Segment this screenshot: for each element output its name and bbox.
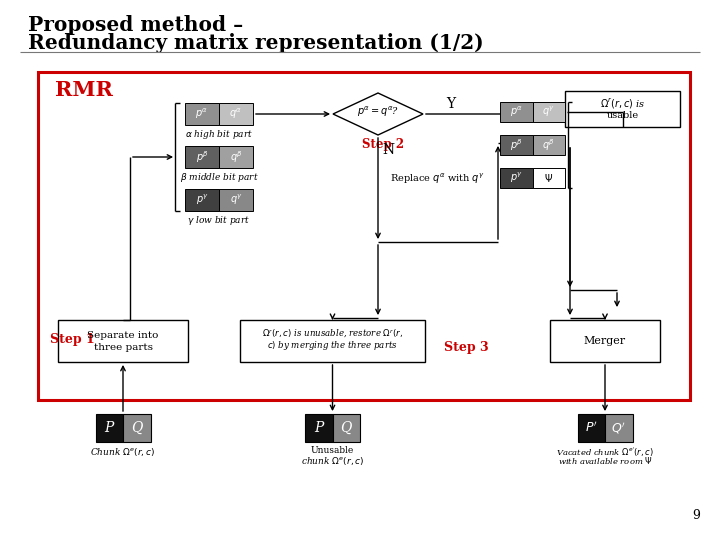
Bar [96,414,123,442]
Polygon shape [333,93,423,135]
Text: $\Omega^r(r, c)$ is unusable, restore $\Omega^r(r,$: $\Omega^r(r, c)$ is unusable, restore $\… [262,328,403,340]
Text: Y: Y [446,97,456,111]
Text: Merger: Merger [584,336,626,346]
Text: Chunk $\Omega^e(r, c)$: Chunk $\Omega^e(r, c)$ [91,446,156,458]
Text: $c)$ by merging the three parts: $c)$ by merging the three parts [267,340,398,353]
Text: $\Omega^r(r, c)$ is: $\Omega^r(r, c)$ is [600,97,645,111]
Text: usable: usable [606,111,639,119]
Text: $Q'$: $Q'$ [611,420,626,436]
Bar [219,146,253,168]
Text: Replace $q^{\alpha}$ with $q^{\gamma}$: Replace $q^{\alpha}$ with $q^{\gamma}$ [390,171,485,186]
Text: $p^{\alpha}=q^{\alpha}$?: $p^{\alpha}=q^{\alpha}$? [357,105,399,119]
Text: Redundancy matrix representation (1/2): Redundancy matrix representation (1/2) [28,33,484,53]
Bar [185,189,219,211]
Text: Proposed method –: Proposed method – [28,15,243,35]
Text: $p^{\beta}$: $p^{\beta}$ [510,137,523,153]
Bar [240,320,425,362]
Text: Q: Q [341,421,352,435]
Text: $\Psi$: $\Psi$ [544,172,553,184]
Text: Step 2: Step 2 [362,138,404,151]
Bar [533,135,565,155]
Text: Q: Q [131,421,143,435]
Text: $P'$: $P'$ [585,421,598,435]
Text: $q^{\gamma}$: $q^{\gamma}$ [542,105,555,119]
Text: $\beta$ middle bit part: $\beta$ middle bit part [179,171,258,184]
Text: RMR: RMR [55,80,113,100]
Bar [185,146,219,168]
Text: chunk $\Omega^e(r, c)$: chunk $\Omega^e(r, c)$ [301,455,364,467]
Bar [605,414,632,442]
Text: $q^{\beta}$: $q^{\beta}$ [542,137,555,153]
Text: $p^{\gamma}$: $p^{\gamma}$ [510,171,523,185]
Text: $\gamma$ low bit part: $\gamma$ low bit part [187,214,251,227]
Bar [577,414,605,442]
Text: P: P [314,421,323,435]
Bar [58,320,188,362]
Text: N: N [382,143,394,157]
Text: $p^{\gamma}$: $p^{\gamma}$ [196,193,209,207]
Bar [38,72,690,400]
Bar [333,414,360,442]
Bar [565,91,680,127]
Text: $p^{\alpha}$: $p^{\alpha}$ [510,105,523,119]
Bar [533,102,565,122]
Text: $q^{\beta}$: $q^{\beta}$ [230,149,243,165]
Bar [305,414,333,442]
Text: Unusable: Unusable [311,446,354,455]
Bar [123,414,150,442]
Bar [533,168,565,188]
Bar [500,168,533,188]
Text: Separate into: Separate into [87,332,158,341]
Text: Step 1: Step 1 [50,333,95,346]
Bar [219,103,253,125]
Text: $q^{\gamma}$: $q^{\gamma}$ [230,193,243,207]
Bar [219,189,253,211]
Text: $p^{\alpha}$: $p^{\alpha}$ [195,107,209,121]
Text: with available room $\Psi$: with available room $\Psi$ [557,455,652,466]
Text: 9: 9 [692,509,700,522]
Bar [550,320,660,362]
Text: Vacated chunk $\Omega^{e'}(r, c)$: Vacated chunk $\Omega^{e'}(r, c)$ [556,446,654,460]
Bar [185,103,219,125]
Text: Step 3: Step 3 [444,341,489,354]
Text: $p^{\beta}$: $p^{\beta}$ [196,149,208,165]
Bar [500,135,533,155]
Bar [500,102,533,122]
Text: P: P [104,421,114,435]
Text: $q^{\alpha}$: $q^{\alpha}$ [230,107,243,121]
Text: $\alpha$ high bit part: $\alpha$ high bit part [185,128,253,141]
Text: three parts: three parts [94,342,153,352]
